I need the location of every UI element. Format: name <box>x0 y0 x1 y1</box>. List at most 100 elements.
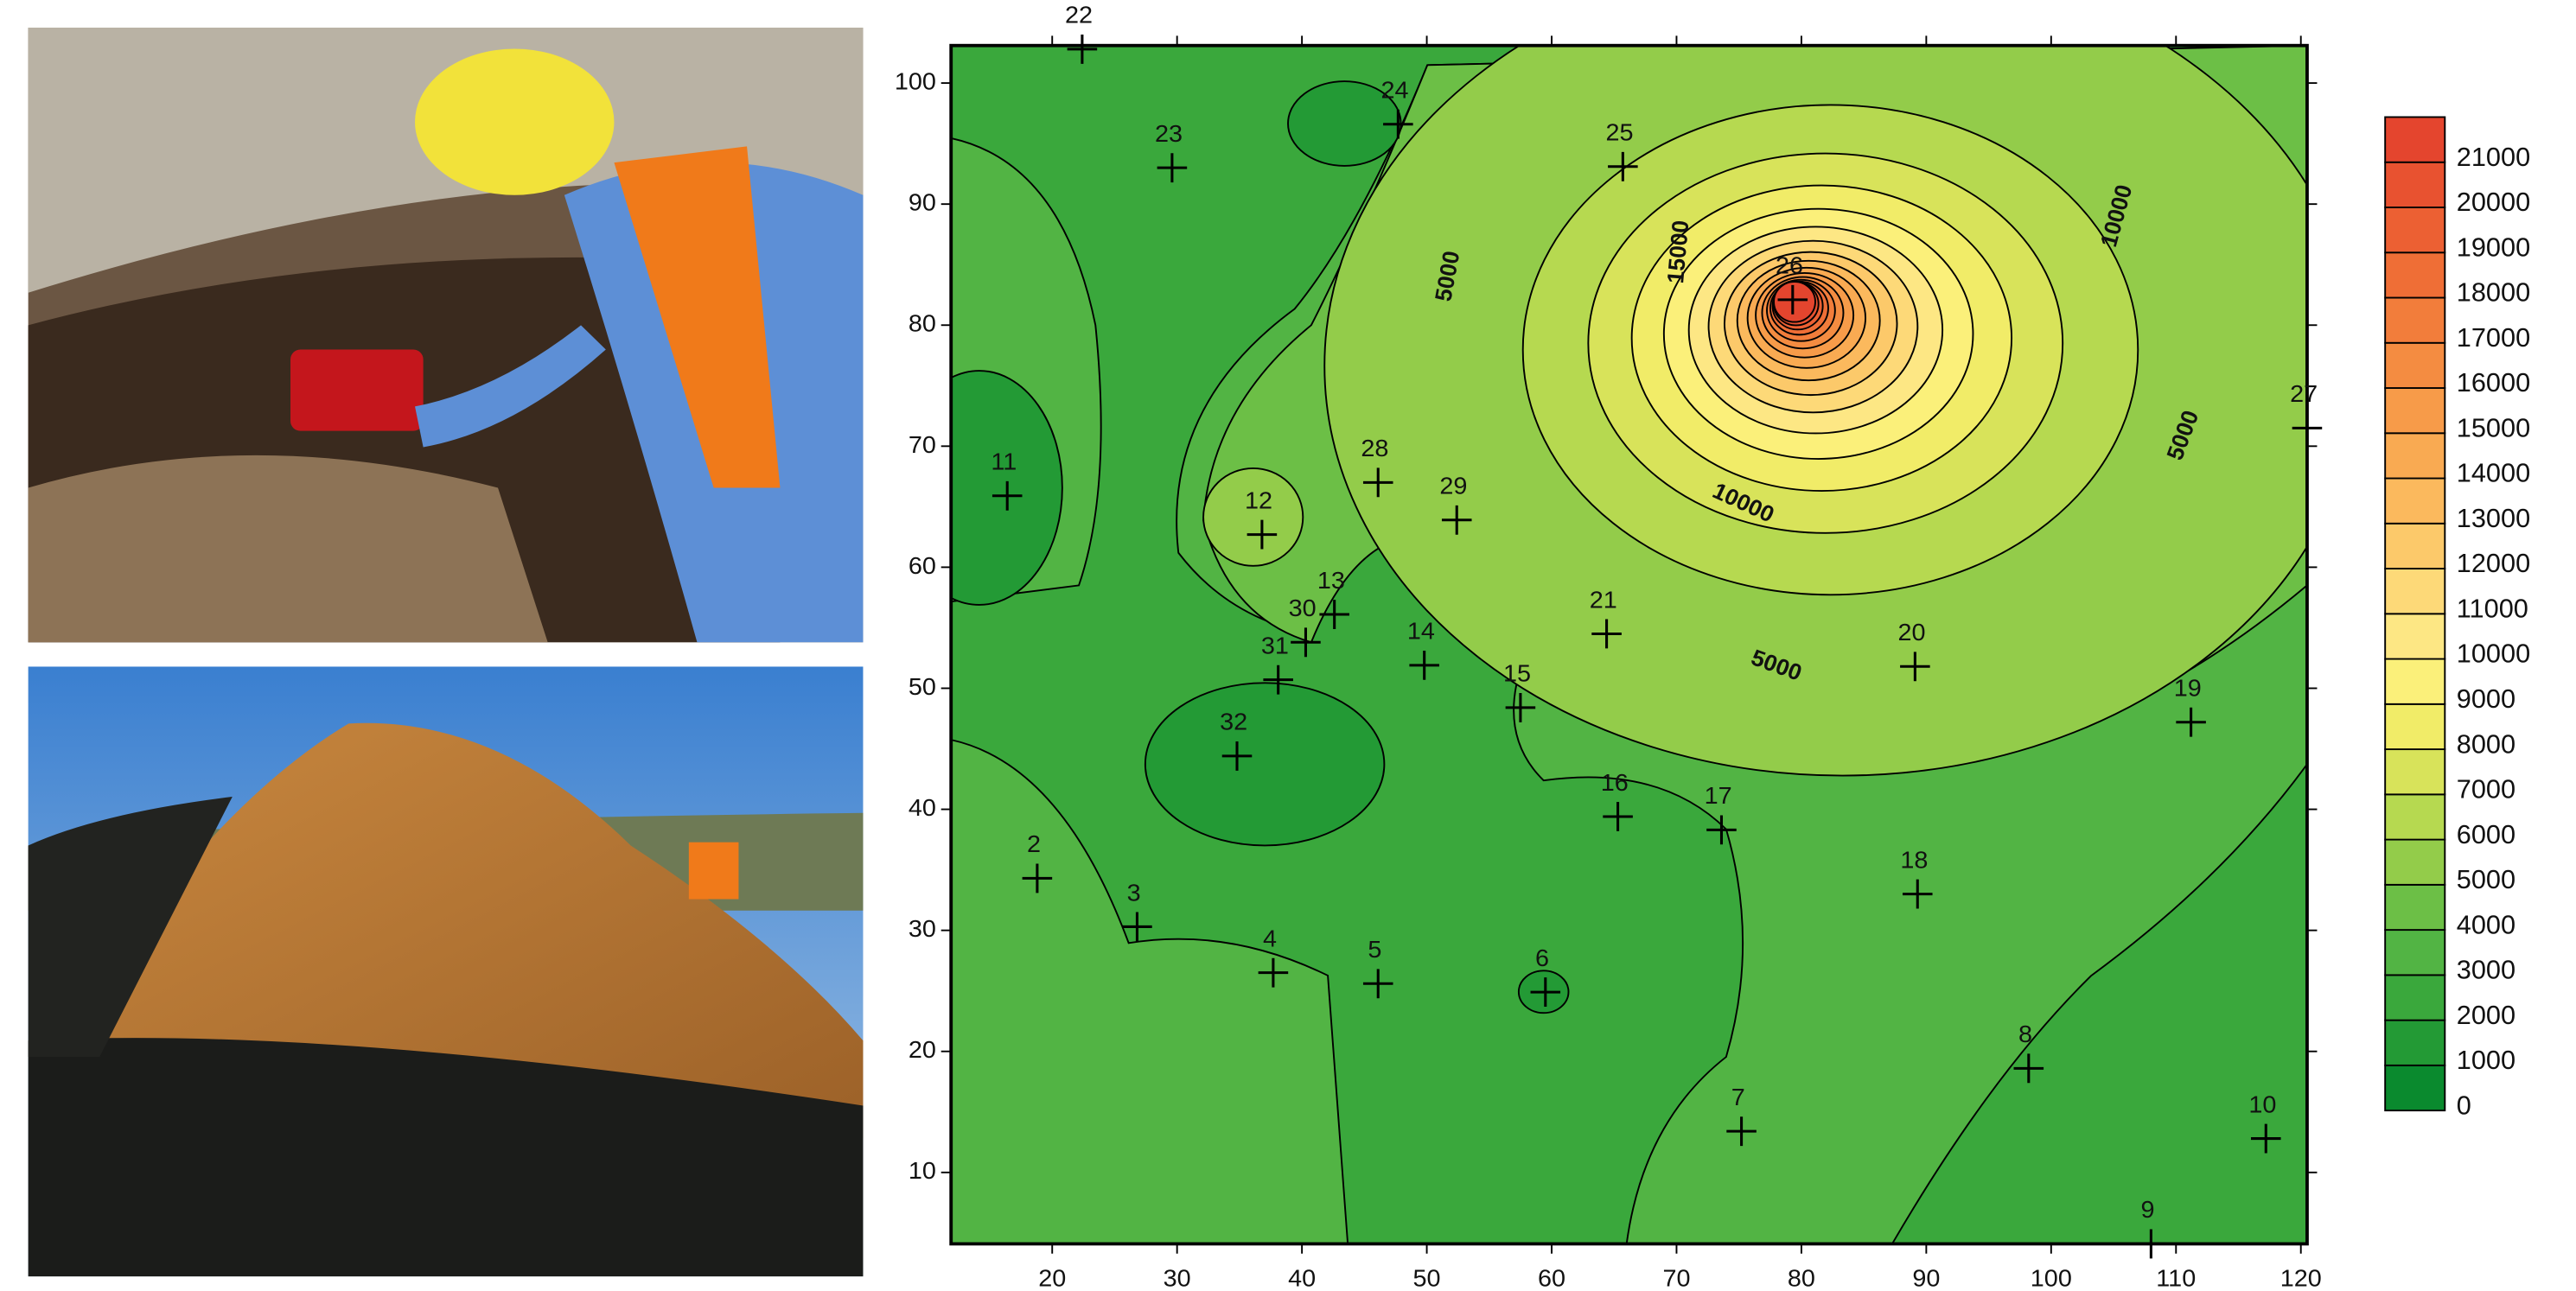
colorbar-swatch <box>2384 1064 2446 1112</box>
sample-point <box>1777 284 1808 315</box>
colorbar-swatch <box>2384 568 2446 615</box>
sample-point <box>1530 977 1561 1008</box>
colorbar-swatch <box>2384 793 2446 841</box>
sample-label: 17 <box>1705 782 1732 810</box>
contour-region <box>1891 762 2307 1244</box>
colorbar-label: 10000 <box>2457 639 2530 669</box>
y-tick-label: 90 <box>909 189 936 217</box>
sample-label: 26 <box>1776 252 1803 280</box>
y-tick-label: 100 <box>895 68 936 96</box>
sample-point <box>2292 413 2323 443</box>
sample-label: 31 <box>1261 633 1289 660</box>
sample-point <box>1362 467 1393 498</box>
x-tick-label: 20 <box>1038 1265 1066 1291</box>
y-tick-label: 30 <box>909 915 936 943</box>
colorbar-swatch <box>2384 658 2446 705</box>
sample-label: 24 <box>1380 77 1408 105</box>
sample-point <box>1706 815 1737 845</box>
colorbar-label: 7000 <box>2457 775 2515 804</box>
sample-point <box>992 480 1023 511</box>
sample-point <box>1122 912 1152 942</box>
colorbar-swatch <box>2384 161 2446 208</box>
sample-label: 25 <box>1606 119 1634 147</box>
x-tick-label: 120 <box>2280 1265 2322 1291</box>
colorbar-swatch <box>2384 116 2446 163</box>
colorbar-label: 17000 <box>2457 323 2530 353</box>
sample-label: 5 <box>1368 936 1381 963</box>
sample-label: 11 <box>991 448 1017 476</box>
sample-point <box>1319 600 1349 629</box>
colorbar-label: 5000 <box>2457 865 2515 894</box>
contour-band <box>1773 281 1816 323</box>
y-tick-label: 20 <box>909 1036 936 1064</box>
sample-point <box>1022 863 1053 894</box>
colorbar-label: 3000 <box>2457 956 2515 985</box>
y-tick-label: 10 <box>909 1157 936 1185</box>
colorbar-swatch <box>2384 748 2446 796</box>
sample-label: 12 <box>1245 487 1272 515</box>
y-tick-label: 80 <box>909 310 936 338</box>
colorbar-swatch <box>2384 522 2446 569</box>
sample-label: 32 <box>1220 709 1247 736</box>
y-tick-label: 70 <box>909 431 936 459</box>
sample-point <box>2013 1053 2044 1084</box>
sample-label: 13 <box>1317 567 1345 595</box>
colorbar-label: 8000 <box>2457 730 2515 760</box>
sample-label: 8 <box>2018 1021 2032 1048</box>
sample-label: 6 <box>1535 944 1549 972</box>
sample-label: 22 <box>1065 2 1093 29</box>
x-tick-label: 60 <box>1538 1265 1565 1291</box>
sample-label: 7 <box>1731 1084 1745 1111</box>
colorbar-swatch <box>2384 883 2446 932</box>
colorbar-label: 11000 <box>2457 595 2528 624</box>
sample-label: 3 <box>1127 880 1141 907</box>
x-tick-label: 70 <box>1662 1265 1690 1291</box>
colorbar-label: 6000 <box>2457 820 2515 849</box>
colorbar-swatch <box>2384 929 2446 976</box>
contour-region <box>1202 467 1304 567</box>
sample-point <box>1157 153 1188 183</box>
sample-label: 20 <box>1898 619 1926 646</box>
contour-region <box>951 739 1349 1244</box>
sample-point <box>1591 619 1622 649</box>
photo-worker <box>28 27 864 643</box>
colorbar-swatch <box>2384 477 2446 525</box>
photo-soil-pile <box>28 666 864 1277</box>
sample-point <box>1258 957 1289 988</box>
sample-point <box>2176 707 2206 737</box>
sample-label: 9 <box>2141 1197 2155 1224</box>
colorbar-label: 4000 <box>2457 911 2515 940</box>
sample-label: 30 <box>1289 595 1317 622</box>
colorbar-label: 2000 <box>2457 1001 2515 1030</box>
sample-point <box>1726 1116 1757 1147</box>
colorbar-swatch <box>2384 974 2446 1021</box>
colorbar-label: 19000 <box>2457 233 2530 263</box>
colorbar-swatch <box>2384 207 2446 254</box>
sample-point <box>1383 109 1413 139</box>
x-tick-label: 30 <box>1164 1265 1191 1291</box>
colorbar-label: 14000 <box>2457 459 2530 488</box>
sample-point <box>1608 151 1638 181</box>
sample-point <box>1291 627 1321 658</box>
sample-label: 14 <box>1407 618 1435 646</box>
colorbar-label: 20000 <box>2457 188 2530 217</box>
sample-label: 23 <box>1155 120 1183 148</box>
contour-region <box>1144 682 1386 847</box>
colorbar-swatch <box>2384 613 2446 660</box>
colorbar-swatch <box>2384 1019 2446 1066</box>
colorbar-swatch <box>2384 838 2446 886</box>
sample-label: 15 <box>1503 660 1531 688</box>
colorbar-swatch <box>2384 387 2446 435</box>
colorbar-label: 21000 <box>2457 143 2530 172</box>
colorbar-swatch <box>2384 703 2446 751</box>
sample-point <box>1247 519 1278 550</box>
sample-label: 18 <box>1900 847 1928 874</box>
x-tick-label: 50 <box>1413 1265 1441 1291</box>
sample-label: 19 <box>2174 675 2202 703</box>
sample-point <box>1221 741 1253 771</box>
sample-label: 2 <box>1027 830 1041 858</box>
colorbar-swatch <box>2384 251 2446 299</box>
colorbar-label: 16000 <box>2457 368 2530 397</box>
